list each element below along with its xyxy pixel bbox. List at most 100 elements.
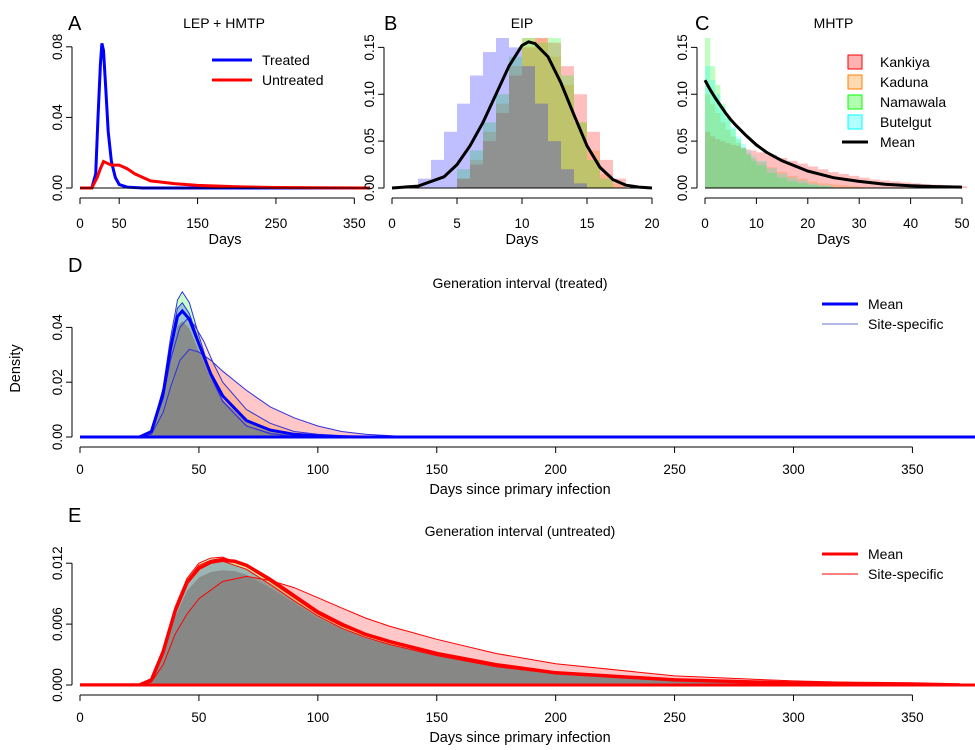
hist-bar <box>535 42 548 188</box>
hist-bar <box>807 183 819 188</box>
hist-bar <box>444 131 457 188</box>
hist-bar <box>807 185 819 188</box>
x-tick-label: 0 <box>701 216 709 231</box>
hist-bar <box>522 47 535 188</box>
y-tick-label: 0.02 <box>50 369 65 395</box>
x-tick-label: 350 <box>901 462 924 477</box>
hist-bar <box>457 103 470 188</box>
hist-bar <box>574 183 587 188</box>
panel-letter: C <box>695 13 709 35</box>
y-tick-label: 0.05 <box>362 128 377 154</box>
hist-bar <box>766 168 777 188</box>
series-line-mean <box>80 558 961 686</box>
series-line-mean <box>391 40 653 190</box>
hist-bar <box>715 84 721 188</box>
y-tick-label: 0.15 <box>675 34 690 60</box>
x-tick-label: 200 <box>544 462 567 477</box>
legend-swatch <box>847 74 863 90</box>
x-tick-label: 10 <box>514 216 529 231</box>
legend-label: Site-specific <box>868 566 943 582</box>
legend-swatch <box>847 54 863 70</box>
hist-bar <box>730 144 736 188</box>
hist-bar <box>740 148 747 188</box>
panel-title: Generation interval (treated) <box>432 275 607 291</box>
hist-bar <box>705 131 711 188</box>
hist-bar <box>751 158 757 188</box>
overlap-area <box>80 321 960 437</box>
x-tick-label: 0 <box>388 216 396 231</box>
hist-bar <box>587 131 600 188</box>
y-tick-label: 0.10 <box>362 81 377 107</box>
x-tick-label: 0 <box>76 710 84 725</box>
hist-bar <box>715 139 721 188</box>
x-tick-label: 50 <box>112 216 127 231</box>
hist-bar <box>509 56 522 188</box>
x-tick-label: 150 <box>425 710 448 725</box>
hist-bar <box>740 143 747 188</box>
hist-bar <box>470 159 483 188</box>
hist-bar <box>548 141 561 188</box>
x-tick-label: 50 <box>191 462 206 477</box>
hist-bar <box>746 155 752 188</box>
x-tick-label: 250 <box>663 710 686 725</box>
hist-bar <box>483 52 496 188</box>
plot-area-A <box>80 42 370 190</box>
y-tick-label: 0.15 <box>362 34 377 60</box>
hist-bar <box>535 103 548 188</box>
hist-bar <box>735 139 741 188</box>
hist-bar <box>710 136 716 188</box>
legend-label: Untreated <box>262 72 323 88</box>
hist-bar <box>766 173 777 188</box>
hist-bar <box>561 169 574 188</box>
legend-label: Butelgut <box>880 114 931 130</box>
hist-bar <box>725 129 731 188</box>
histogram-kaduna <box>705 94 865 188</box>
y-tick-label: 0.04 <box>50 314 65 341</box>
x-tick-label: 15 <box>579 216 594 231</box>
histogram-namawala <box>457 38 613 188</box>
panel-A: A LEP + HMTP Days 0.00 0.04 0.08 0 50 150 250 350 T… <box>50 13 370 248</box>
hist-bar <box>483 131 496 188</box>
hist-bar <box>496 113 509 188</box>
hist-bar <box>807 166 819 188</box>
hist-bar <box>828 172 839 188</box>
hist-bar <box>457 169 470 188</box>
x-tick-label: 20 <box>800 216 815 231</box>
panel-letter: D <box>68 255 82 277</box>
hist-bar <box>797 180 808 188</box>
y-tick-label: 0.04 <box>50 104 65 131</box>
y-tick-label: 0.00 <box>50 175 65 201</box>
x-tick-label: 250 <box>663 462 686 477</box>
hist-bar <box>818 183 829 188</box>
hist-bar <box>751 160 757 188</box>
x-tick-label: 20 <box>644 216 659 231</box>
site-line-kankiya <box>80 348 960 438</box>
hist-bar <box>740 147 747 188</box>
plot-area-C <box>703 38 968 189</box>
hist-bar <box>746 149 752 188</box>
hist-bar <box>720 141 726 188</box>
hist-bar <box>470 150 483 188</box>
panel-B: B EIP Days 0.00 0.05 0.10 0.15 0 5 10 15 20 <box>362 13 660 248</box>
hist-bar <box>787 175 798 188</box>
legend-label: Treated <box>262 52 310 68</box>
panel-D: D Generation interval (treated) Days since… <box>8 255 975 498</box>
hist-bar <box>725 117 731 188</box>
hist-bar <box>509 75 522 188</box>
hist-bar <box>725 143 731 188</box>
hist-bar <box>509 66 522 188</box>
hist-bar <box>746 153 752 188</box>
hist-bar <box>725 117 731 188</box>
x-tick-label: 300 <box>782 710 805 725</box>
series-line-mean <box>703 79 963 189</box>
x-tick-label: 30 <box>852 216 867 231</box>
hist-bar <box>787 160 798 188</box>
hist-bar <box>715 113 721 188</box>
hist-bar <box>807 181 819 188</box>
hist-bar <box>776 172 788 188</box>
hist-bar <box>720 122 726 188</box>
legend-label: Mean <box>868 296 903 312</box>
legend-label: Site-specific <box>868 316 943 332</box>
hist-bar <box>787 177 798 188</box>
hist-bar <box>735 136 741 188</box>
